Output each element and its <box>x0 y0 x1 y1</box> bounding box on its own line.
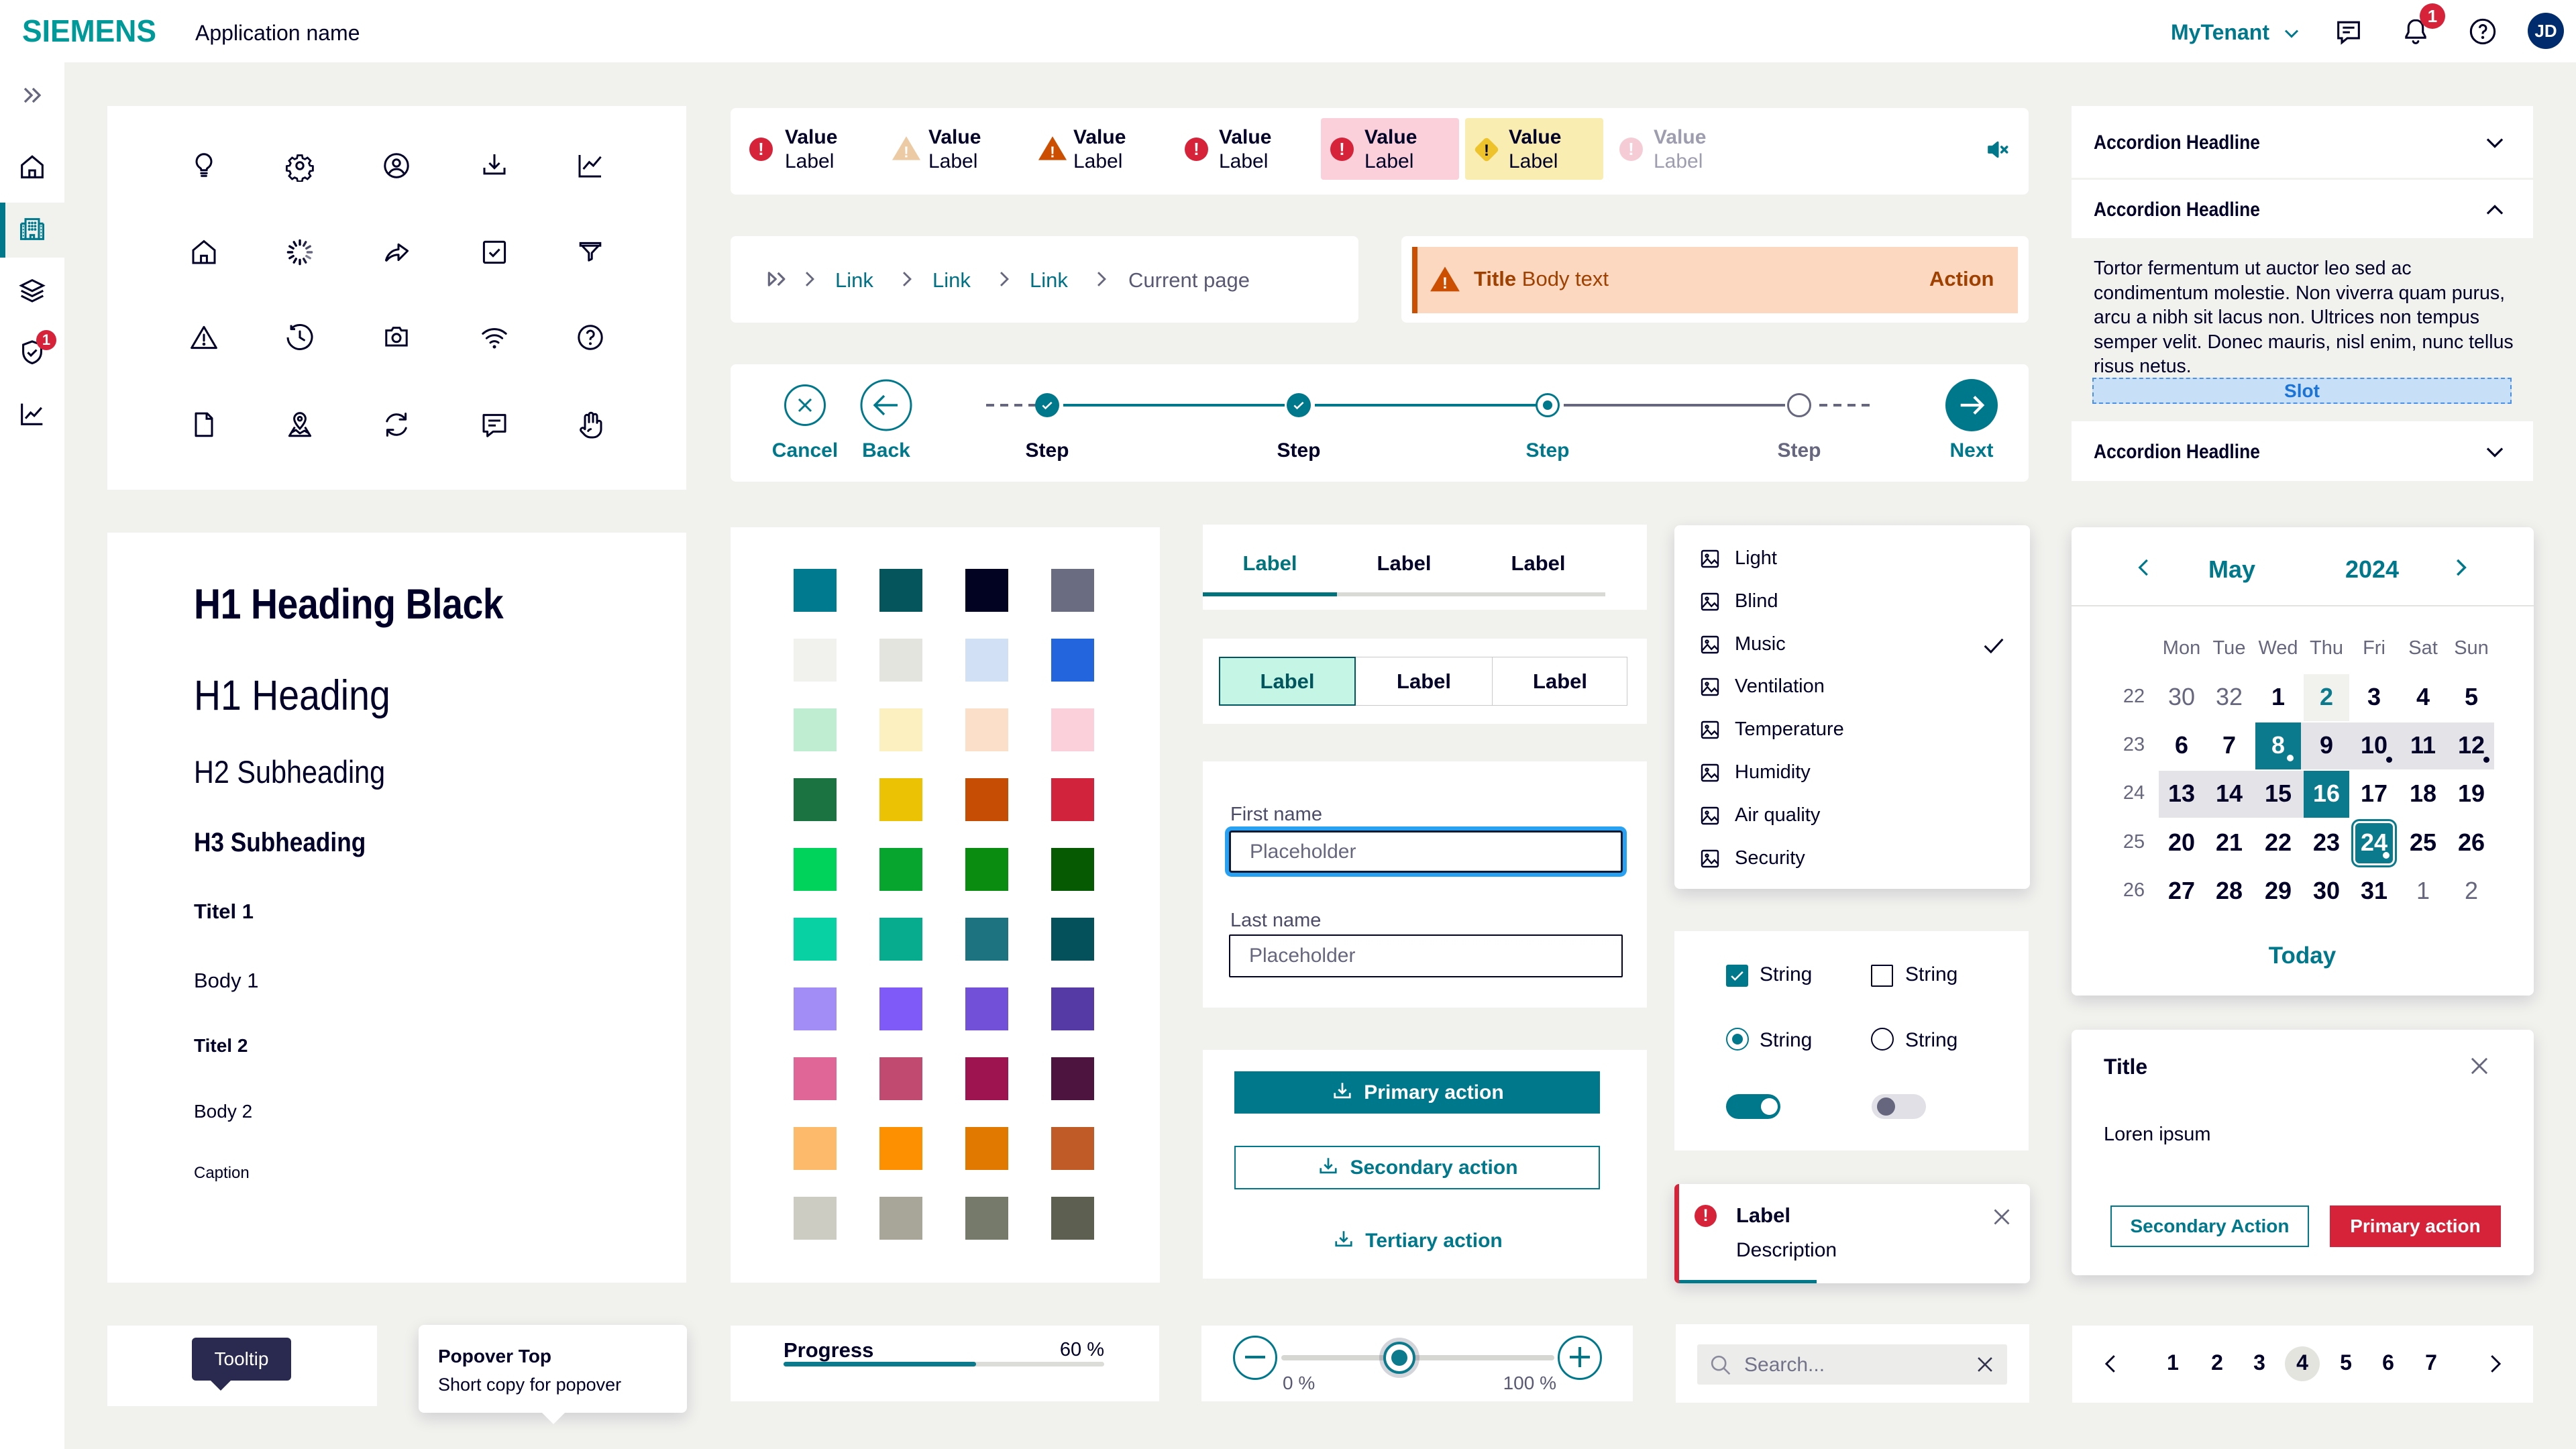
svg-text:!: ! <box>1050 144 1055 161</box>
svg-text:SIEMENS: SIEMENS <box>22 13 156 48</box>
svg-text:!: ! <box>1484 142 1489 160</box>
svg-text:!: ! <box>1442 274 1448 292</box>
svg-text:!: ! <box>904 144 909 161</box>
